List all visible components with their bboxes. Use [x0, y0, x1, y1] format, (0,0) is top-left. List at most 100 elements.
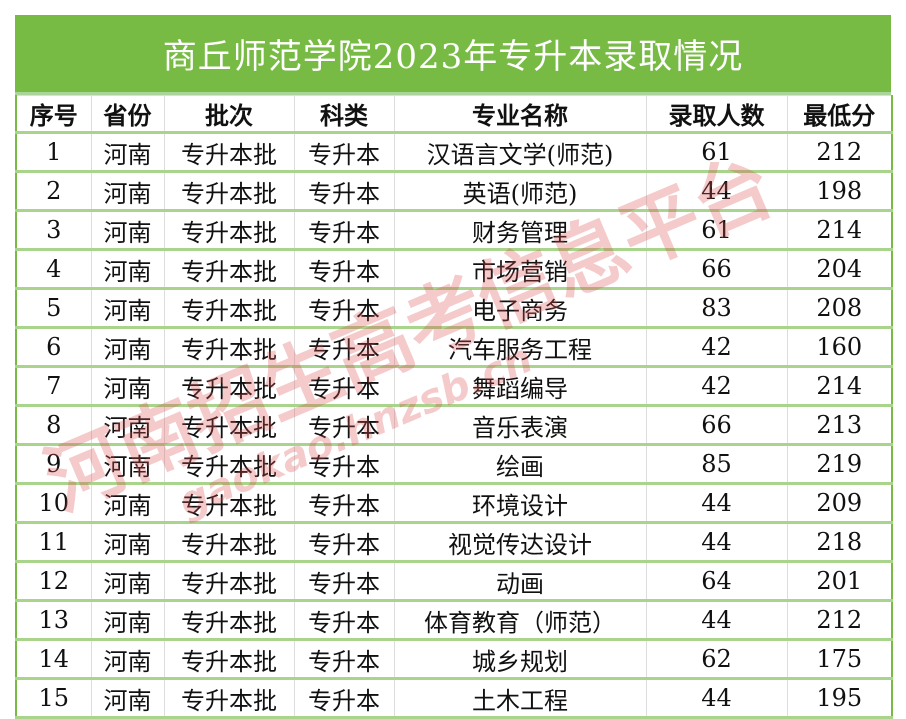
min-score: 218: [786, 522, 893, 562]
province: 河南: [90, 132, 165, 172]
header-row: 序号 省份 批次 科类 专业名称 录取人数 最低分: [15, 95, 893, 133]
category: 专升本: [293, 132, 395, 172]
admission-table-container: 商丘师范学院2023年专升本录取情况 序号 省份 批次 科类 专业名称 录取人数 最低分 1…: [15, 15, 893, 719]
column-header: 科类: [293, 95, 395, 133]
batch: 专升本批: [163, 288, 295, 328]
admitted-count: 83: [645, 288, 788, 328]
column-header: 专业名称: [393, 95, 647, 133]
table-row: 4 河南 专升本批 专升本 市场营销 66 204: [15, 249, 893, 289]
category: 专升本: [293, 483, 395, 523]
row-index: 14: [15, 639, 92, 679]
batch: 专升本批: [163, 678, 295, 718]
province: 河南: [90, 444, 165, 484]
column-header: 批次: [163, 95, 295, 133]
major-name: 汉语言文学(师范): [393, 132, 647, 172]
min-score: 175: [786, 639, 893, 679]
major-name: 城乡规划: [393, 639, 647, 679]
min-score: 212: [786, 132, 893, 172]
category: 专升本: [293, 600, 395, 640]
table-row: 13 河南 专升本批 专升本 体育教育（师范） 44 212: [15, 600, 893, 640]
admitted-count: 42: [645, 327, 788, 367]
province: 河南: [90, 210, 165, 250]
min-score: 201: [786, 561, 893, 601]
column-header: 最低分: [786, 95, 893, 133]
min-score: 204: [786, 249, 893, 289]
major-name: 动画: [393, 561, 647, 601]
major-name: 视觉传达设计: [393, 522, 647, 562]
major-name: 电子商务: [393, 288, 647, 328]
min-score: 214: [786, 210, 893, 250]
province: 河南: [90, 405, 165, 445]
category: 专升本: [293, 210, 395, 250]
min-score: 198: [786, 171, 893, 211]
table-row: 9 河南 专升本批 专升本 绘画 85 219: [15, 444, 893, 484]
admitted-count: 44: [645, 678, 788, 718]
batch: 专升本批: [163, 210, 295, 250]
major-name: 体育教育（师范）: [393, 600, 647, 640]
province: 河南: [90, 249, 165, 289]
min-score: 208: [786, 288, 893, 328]
major-name: 汽车服务工程: [393, 327, 647, 367]
province: 河南: [90, 171, 165, 211]
category: 专升本: [293, 288, 395, 328]
category: 专升本: [293, 366, 395, 406]
table-row: 5 河南 专升本批 专升本 电子商务 83 208: [15, 288, 893, 328]
batch: 专升本批: [163, 405, 295, 445]
category: 专升本: [293, 327, 395, 367]
min-score: 195: [786, 678, 893, 718]
column-header: 省份: [90, 95, 165, 133]
table-row: 2 河南 专升本批 专升本 英语(师范) 44 198: [15, 171, 893, 211]
admitted-count: 44: [645, 600, 788, 640]
major-name: 绘画: [393, 444, 647, 484]
admitted-count: 61: [645, 132, 788, 172]
admitted-count: 44: [645, 522, 788, 562]
province: 河南: [90, 288, 165, 328]
province: 河南: [90, 483, 165, 523]
admitted-count: 85: [645, 444, 788, 484]
column-header: 录取人数: [645, 95, 788, 133]
major-name: 音乐表演: [393, 405, 647, 445]
row-index: 7: [15, 366, 92, 406]
admitted-count: 64: [645, 561, 788, 601]
row-index: 4: [15, 249, 92, 289]
table-title: 商丘师范学院2023年专升本录取情况: [15, 15, 891, 95]
category: 专升本: [293, 561, 395, 601]
major-name: 环境设计: [393, 483, 647, 523]
province: 河南: [90, 600, 165, 640]
batch: 专升本批: [163, 249, 295, 289]
min-score: 219: [786, 444, 893, 484]
category: 专升本: [293, 444, 395, 484]
min-score: 212: [786, 600, 893, 640]
batch: 专升本批: [163, 639, 295, 679]
province: 河南: [90, 561, 165, 601]
admitted-count: 62: [645, 639, 788, 679]
min-score: 209: [786, 483, 893, 523]
province: 河南: [90, 327, 165, 367]
row-index: 10: [15, 483, 92, 523]
batch: 专升本批: [163, 327, 295, 367]
admitted-count: 66: [645, 249, 788, 289]
row-index: 11: [15, 522, 92, 562]
row-index: 6: [15, 327, 92, 367]
row-index: 13: [15, 600, 92, 640]
category: 专升本: [293, 639, 395, 679]
row-index: 2: [15, 171, 92, 211]
batch: 专升本批: [163, 522, 295, 562]
admitted-count: 66: [645, 405, 788, 445]
major-name: 市场营销: [393, 249, 647, 289]
batch: 专升本批: [163, 171, 295, 211]
province: 河南: [90, 678, 165, 718]
row-index: 1: [15, 132, 92, 172]
table-row: 7 河南 专升本批 专升本 舞蹈编导 42 214: [15, 366, 893, 406]
table-row: 10 河南 专升本批 专升本 环境设计 44 209: [15, 483, 893, 523]
admitted-count: 61: [645, 210, 788, 250]
row-index: 15: [15, 678, 92, 718]
category: 专升本: [293, 678, 395, 718]
category: 专升本: [293, 522, 395, 562]
row-index: 9: [15, 444, 92, 484]
major-name: 舞蹈编导: [393, 366, 647, 406]
province: 河南: [90, 522, 165, 562]
admission-table: 序号 省份 批次 科类 专业名称 录取人数 最低分 1 河南 专升本批 专升本 汉语言文学(师范) 6…: [15, 95, 893, 719]
table-row: 1 河南 专升本批 专升本 汉语言文学(师范) 61 212: [15, 132, 893, 172]
admitted-count: 44: [645, 483, 788, 523]
